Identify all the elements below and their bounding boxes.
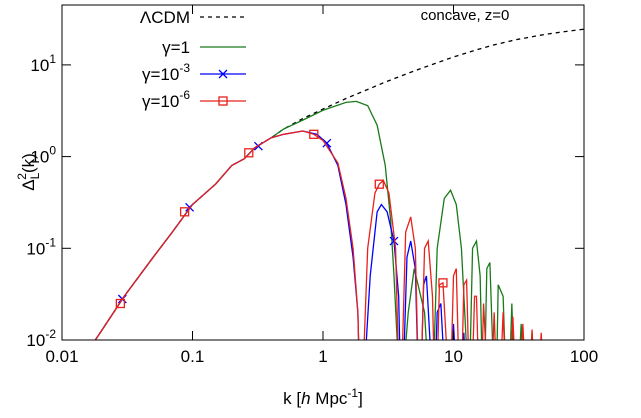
y-tick-label: 101 (30, 52, 56, 75)
marker (389, 236, 399, 246)
x-tick-label: 1 (318, 347, 327, 366)
x-label-part: -1 (347, 386, 358, 400)
marker (322, 138, 332, 148)
x-label-part: h (301, 389, 310, 408)
x-tick-label: 100 (570, 347, 598, 366)
x-axis-label: k [h Mpc-1] (283, 386, 363, 408)
legend-marker (218, 96, 228, 106)
y-tick-label: 100 (30, 144, 56, 167)
marker (309, 129, 319, 139)
y-tick-exponent: 1 (49, 52, 56, 66)
legend-marker (218, 69, 228, 79)
y-tick-base: 10 (26, 331, 45, 350)
y-label-part: (k) (19, 153, 38, 173)
y-tick-exponent: -1 (45, 235, 56, 249)
marker (374, 179, 384, 189)
series-line (94, 100, 534, 340)
y-tick-base: 10 (30, 148, 49, 167)
legend-label: ΛCDM (140, 8, 190, 27)
x-tick-label: 0.1 (181, 347, 205, 366)
marker (179, 207, 190, 217)
y-tick-base: 10 (26, 239, 45, 258)
series-line (94, 130, 465, 340)
y-tick-label: 10-2 (26, 327, 56, 350)
legend-name: γ=1 (162, 38, 190, 57)
y-label-part: Δ (19, 179, 38, 190)
marker (438, 278, 448, 288)
plot-area (94, 28, 584, 340)
x-label-part: k [ (283, 389, 301, 408)
series-line (94, 130, 551, 340)
marker (244, 148, 254, 158)
annotation: concave, z=0 (421, 7, 510, 24)
legend-name: γ=10 (142, 92, 179, 111)
x-label-part: ] (358, 389, 363, 408)
x-label-part: Mpc (311, 389, 348, 408)
plot-frame (61, 4, 585, 341)
legend-name-sup: -3 (179, 61, 190, 75)
x-tick-label: 10 (444, 347, 463, 366)
y-tick-label: 10-1 (26, 235, 56, 258)
y-tick-exponent: 0 (49, 144, 56, 158)
legend-label: γ=10-6 (142, 88, 190, 111)
legend-name-sup: -6 (179, 88, 190, 102)
legend-name: γ=10 (142, 65, 179, 84)
y-label-part: 2 (15, 173, 29, 180)
x-tick-label: 0.01 (45, 347, 78, 366)
marker (115, 298, 126, 309)
legend-label: γ=10-3 (142, 61, 190, 84)
legend-label: γ=1 (162, 38, 190, 57)
y-axis-label: ΔL2(k) (15, 153, 42, 191)
y-label-part: L (28, 172, 42, 179)
legend-name: ΛCDM (140, 8, 190, 27)
y-tick-base: 10 (30, 56, 49, 75)
y-tick-exponent: -2 (45, 327, 56, 341)
